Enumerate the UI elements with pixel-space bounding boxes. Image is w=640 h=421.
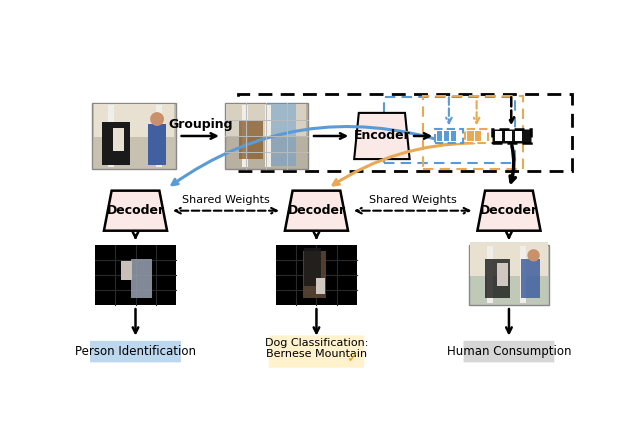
FancyBboxPatch shape <box>515 131 522 141</box>
FancyBboxPatch shape <box>156 105 162 167</box>
FancyBboxPatch shape <box>131 259 152 298</box>
FancyBboxPatch shape <box>521 259 540 298</box>
Text: ✓: ✓ <box>347 351 358 365</box>
Polygon shape <box>354 113 410 159</box>
FancyBboxPatch shape <box>92 103 175 169</box>
FancyBboxPatch shape <box>475 131 481 141</box>
Text: Decoder: Decoder <box>480 204 538 217</box>
Text: Encoder: Encoder <box>353 130 410 142</box>
FancyBboxPatch shape <box>463 341 554 362</box>
FancyBboxPatch shape <box>435 129 463 143</box>
FancyBboxPatch shape <box>458 131 462 141</box>
Circle shape <box>150 112 164 126</box>
FancyBboxPatch shape <box>470 242 548 276</box>
FancyBboxPatch shape <box>121 261 132 280</box>
FancyBboxPatch shape <box>265 105 271 167</box>
Text: Shared Weights: Shared Weights <box>369 195 456 205</box>
FancyBboxPatch shape <box>497 263 508 286</box>
FancyBboxPatch shape <box>495 131 502 141</box>
Polygon shape <box>102 122 130 165</box>
FancyBboxPatch shape <box>239 120 262 159</box>
FancyBboxPatch shape <box>267 103 296 165</box>
Circle shape <box>527 249 540 261</box>
FancyBboxPatch shape <box>520 246 526 303</box>
FancyBboxPatch shape <box>444 131 449 141</box>
FancyBboxPatch shape <box>467 131 474 141</box>
FancyBboxPatch shape <box>225 103 308 169</box>
FancyBboxPatch shape <box>451 131 456 141</box>
FancyBboxPatch shape <box>108 105 114 167</box>
FancyBboxPatch shape <box>437 131 442 141</box>
FancyBboxPatch shape <box>94 104 174 137</box>
FancyBboxPatch shape <box>465 129 488 143</box>
Text: Decoder: Decoder <box>106 204 164 217</box>
FancyBboxPatch shape <box>316 278 325 294</box>
Polygon shape <box>477 191 541 231</box>
FancyBboxPatch shape <box>505 131 511 141</box>
FancyBboxPatch shape <box>468 245 549 305</box>
FancyBboxPatch shape <box>276 245 357 305</box>
FancyBboxPatch shape <box>492 129 531 143</box>
FancyBboxPatch shape <box>485 259 509 298</box>
FancyBboxPatch shape <box>90 341 181 362</box>
Text: Decoder: Decoder <box>287 204 346 217</box>
Polygon shape <box>104 191 167 231</box>
FancyBboxPatch shape <box>303 251 326 298</box>
Polygon shape <box>285 191 348 231</box>
Text: Person Identification: Person Identification <box>75 345 196 358</box>
FancyBboxPatch shape <box>227 104 307 137</box>
Text: Shared Weights: Shared Weights <box>182 195 270 205</box>
Text: Grouping: Grouping <box>168 117 232 131</box>
FancyBboxPatch shape <box>242 105 248 167</box>
FancyBboxPatch shape <box>113 128 124 152</box>
Text: Dog Classification:
Bernese Mountain: Dog Classification: Bernese Mountain <box>265 338 368 359</box>
FancyBboxPatch shape <box>486 246 493 303</box>
FancyBboxPatch shape <box>95 245 176 305</box>
Text: Human Consumption: Human Consumption <box>447 345 572 358</box>
FancyBboxPatch shape <box>482 131 486 141</box>
FancyBboxPatch shape <box>269 336 364 368</box>
Polygon shape <box>148 125 166 165</box>
FancyBboxPatch shape <box>304 248 321 286</box>
